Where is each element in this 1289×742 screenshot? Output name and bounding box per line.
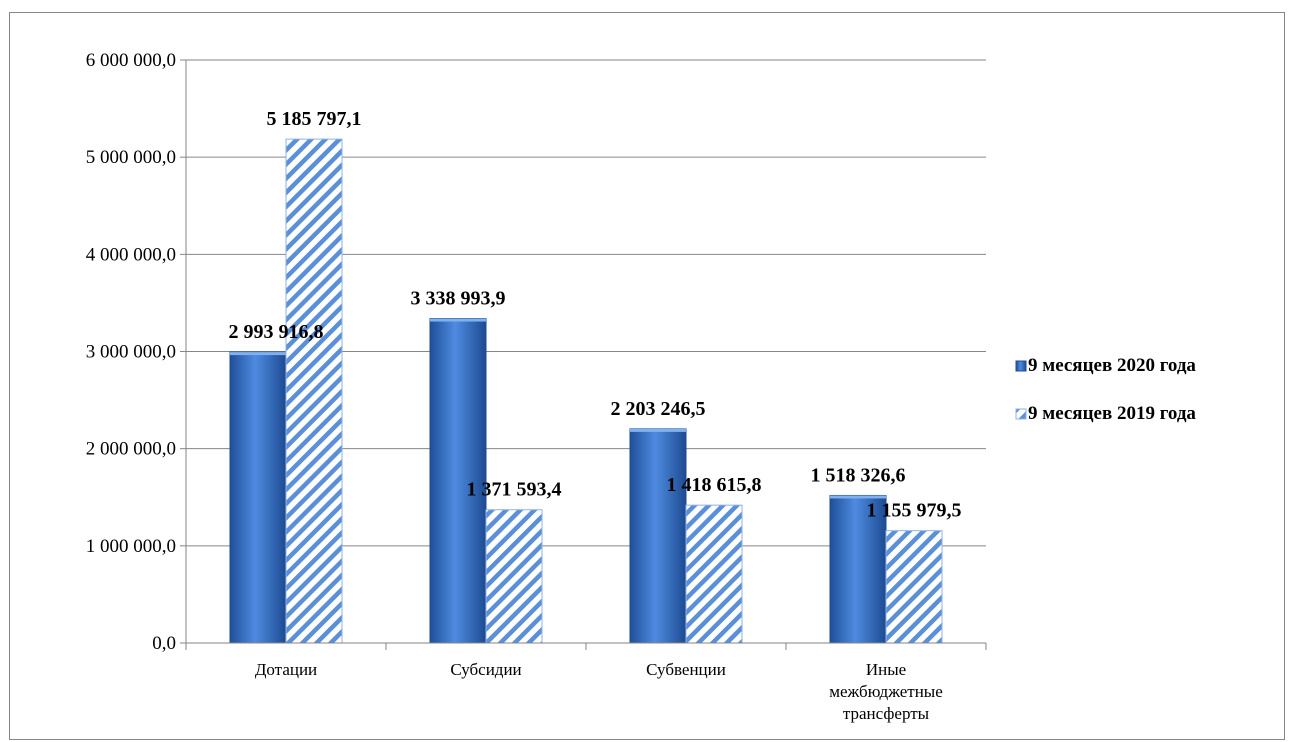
bar-top-highlight	[830, 495, 886, 499]
chart-frame: 2 993 916,8 5 185 797,1 3 338 993,9 1 371 5…	[9, 12, 1285, 740]
data-label: 5 185 797,1	[267, 108, 362, 130]
category-label: Субвенции	[646, 660, 726, 679]
data-label: 1 371 593,4	[467, 479, 562, 501]
y-tick-label: 0,0	[152, 633, 176, 654]
category-label: Иные	[866, 660, 906, 679]
y-tick-label: 4 000 000,0	[86, 244, 176, 265]
legend-label: 9 месяцев 2019 года	[1028, 403, 1196, 424]
y-tick-label: 3 000 000,0	[86, 342, 176, 363]
y-tick-label: 5 000 000,0	[86, 147, 176, 168]
data-label: 3 338 993,9	[411, 288, 506, 310]
y-tick-label: 6 000 000,0	[86, 50, 176, 71]
bar-top-highlight	[630, 428, 686, 432]
y-tick-label: 2 000 000,0	[86, 439, 176, 460]
bar-top-highlight	[430, 318, 486, 322]
bar-2019-2	[685, 504, 743, 644]
data-label: 1 418 615,8	[667, 474, 762, 496]
category-label: межбюджетные	[829, 682, 943, 701]
legend-swatch	[1015, 408, 1027, 420]
legend-swatch	[1015, 360, 1027, 372]
category-label: Дотации	[255, 660, 317, 679]
bar-2020-0	[229, 351, 287, 644]
bar-2019-3	[885, 530, 943, 644]
y-tick-label: 1 000 000,0	[86, 536, 176, 557]
bar-chart: 2 993 916,8 5 185 797,1 3 338 993,9 1 371 5…	[86, 50, 1197, 723]
data-label: 1 518 326,6	[811, 464, 906, 486]
bar-2019-0	[285, 138, 343, 644]
category-label: Субсидии	[450, 660, 521, 679]
category-label: трансферты	[843, 704, 930, 723]
bar-2019-1	[485, 509, 543, 644]
legend-label: 9 месяцев 2020 года	[1028, 355, 1196, 376]
data-label: 1 155 979,5	[867, 500, 962, 522]
bar-top-highlight	[230, 352, 286, 356]
bar-2020-2	[629, 428, 687, 644]
data-label: 2 993 916,8	[229, 321, 324, 343]
data-label: 2 203 246,5	[611, 398, 706, 420]
